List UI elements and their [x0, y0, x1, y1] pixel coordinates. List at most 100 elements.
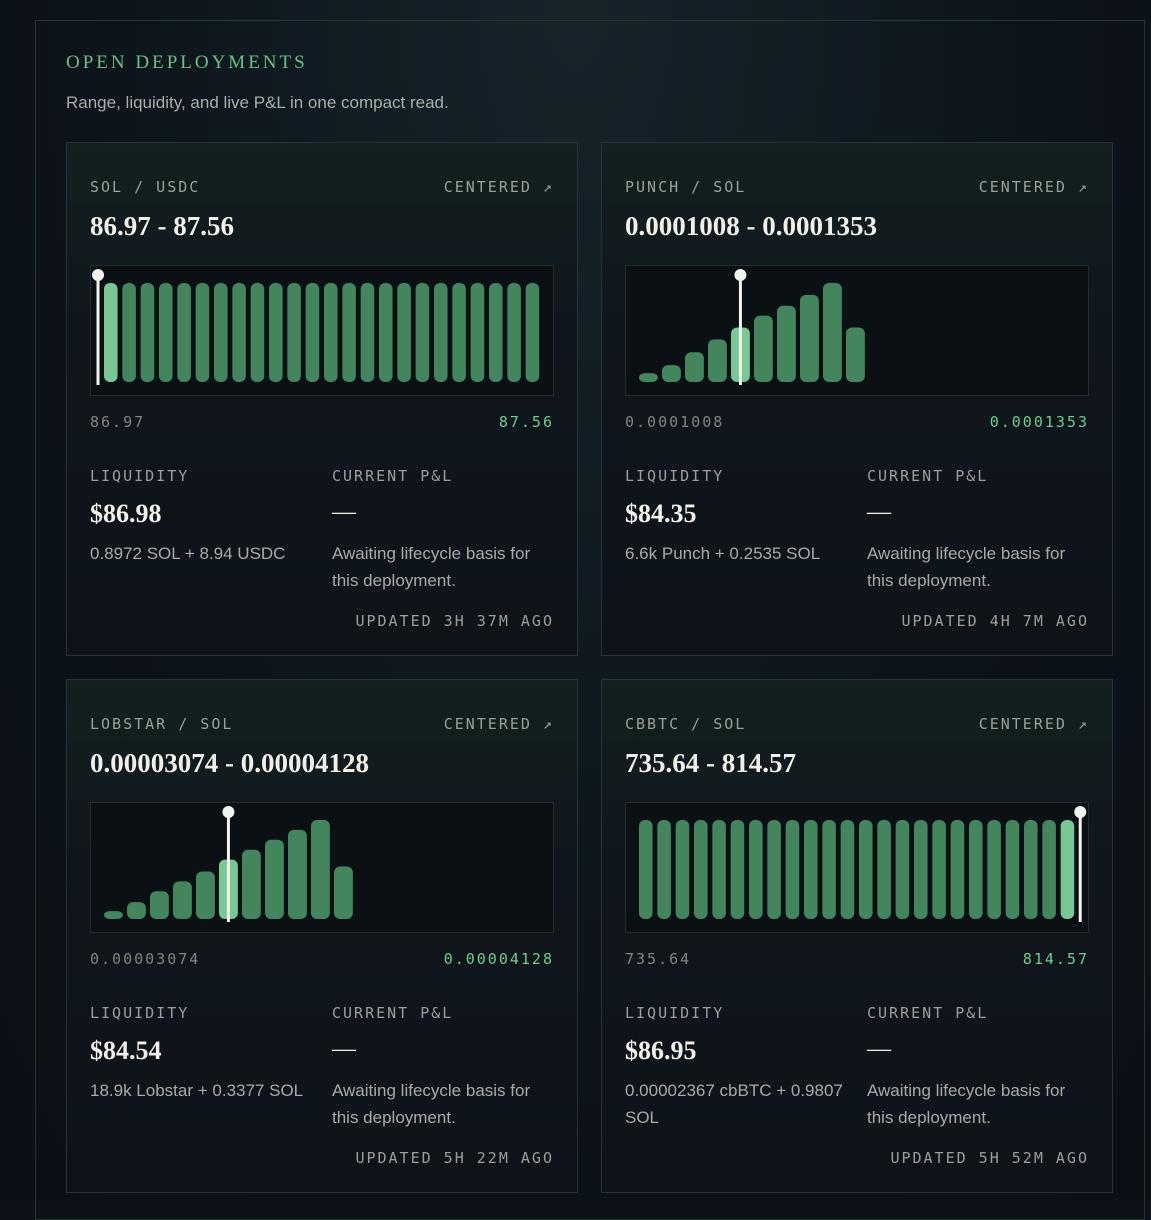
liquidity-bar: [104, 283, 118, 382]
deployment-card: PUNCH / SOL CENTERED ↗ 0.0001008 - 0.00013…: [601, 142, 1113, 656]
status: CENTERED ↗: [978, 715, 1089, 733]
range-min: 0.0001008: [625, 413, 725, 431]
liquidity-bar: [1042, 820, 1056, 919]
liquidity-bar: [987, 820, 1001, 919]
liquidity-bar: [840, 820, 855, 919]
liquidity-bar: [662, 365, 681, 382]
liquidity-bar: [311, 820, 330, 919]
liquidity-bar: [195, 283, 210, 382]
range-max: 0.00004128: [443, 950, 554, 968]
holdings: 6.6k Punch + 0.2535 SOL: [625, 544, 821, 563]
liquidity-bar: [470, 283, 485, 382]
pair: LOBSTAR / SOL: [90, 715, 234, 733]
deployment-card: LOBSTAR / SOL CENTERED ↗ 0.00003074 - 0.00…: [66, 679, 578, 1193]
liquidity-bar: [932, 820, 946, 919]
status: CENTERED ↗: [443, 178, 554, 196]
liquidity-bar: [708, 339, 727, 382]
price-marker-dot: [222, 806, 235, 818]
liquidity-bar: [823, 283, 842, 382]
liquidity-bar: [785, 820, 800, 919]
liquidity-label: LIQUIDITY: [625, 467, 725, 485]
pnl-value: —: [867, 499, 891, 525]
pnl-note: Awaiting lifecycle basis for this deploy…: [867, 1081, 1066, 1127]
range: 0.0001008 - 0.0001353: [625, 211, 877, 241]
range: 86.97 - 87.56: [90, 211, 234, 241]
pnl-note: Awaiting lifecycle basis for this deploy…: [332, 1081, 531, 1127]
pnl-note: Awaiting lifecycle basis for this deploy…: [332, 544, 531, 590]
liquidity-label: LIQUIDITY: [625, 1004, 725, 1022]
liquidity-bar: [1024, 820, 1038, 919]
pair: CBBTC / SOL: [625, 715, 747, 733]
liquidity-bar: [639, 820, 653, 919]
pnl-label: CURRENT P&L: [332, 1004, 454, 1022]
holdings: 0.00002367 cbBTC + 0.9807 SOL: [625, 1081, 843, 1127]
liquidity-bar: [822, 820, 836, 919]
liquidity-bar: [777, 305, 796, 382]
liquidity-bar: [288, 829, 307, 919]
price-marker-dot: [1074, 806, 1087, 818]
range-min: 0.00003074: [90, 950, 201, 968]
holdings: 0.8972 SOL + 8.94 USDC: [90, 544, 286, 563]
liquidity-bar: [846, 327, 865, 382]
liquidity-bar: [397, 283, 411, 382]
section-title: OPEN DEPLOYMENTS: [66, 52, 308, 73]
updated: UPDATED 5H 22M AGO: [355, 1149, 554, 1167]
liquidity-bar: [657, 820, 671, 919]
liquidity-bar: [415, 283, 430, 382]
liquidity-bar: [269, 283, 283, 382]
liquidity-bar: [507, 283, 521, 382]
liquidity-bar: [177, 283, 191, 382]
liquidity-bar: [877, 820, 891, 919]
pair: PUNCH / SOL: [625, 178, 747, 196]
liquidity-bar: [122, 283, 136, 382]
updated: UPDATED 4H 7M AGO: [901, 612, 1089, 630]
pnl-label: CURRENT P&L: [332, 467, 454, 485]
pnl-value: —: [332, 499, 356, 525]
liquidity-bar: [342, 283, 356, 382]
liquidity-bar: [214, 283, 228, 382]
liquidity-value: $86.95: [625, 1036, 697, 1065]
range: 735.64 - 814.57: [625, 748, 796, 778]
liquidity-bar: [250, 283, 265, 382]
liquidity-bar: [1060, 820, 1075, 919]
price-marker-dot: [92, 269, 104, 281]
liquidity-bar: [489, 283, 503, 382]
liquidity-bar: [334, 866, 353, 919]
liquidity-bar: [525, 283, 540, 382]
updated: UPDATED 5H 52M AGO: [890, 1149, 1089, 1167]
section-subtitle: Range, liquidity, and live P&L in one co…: [66, 93, 449, 112]
liquidity-chart: [625, 802, 1089, 933]
range-max: 814.57: [1022, 950, 1089, 968]
deployment-card: CBBTC / SOL CENTERED ↗ 735.64 - 814.57 735.…: [601, 679, 1113, 1193]
liquidity-bar: [287, 283, 301, 382]
liquidity-bar: [452, 283, 466, 382]
liquidity-bar: [800, 294, 819, 382]
liquidity-bar: [859, 820, 873, 919]
liquidity-value: $84.35: [625, 499, 697, 528]
liquidity-bar: [159, 283, 173, 382]
liquidity-bar: [639, 373, 658, 382]
liquidity-chart: [90, 802, 554, 933]
pnl-label: CURRENT P&L: [867, 1004, 989, 1022]
liquidity-bar: [712, 820, 726, 919]
liquidity-bar: [675, 820, 690, 919]
liquidity-bar: [434, 283, 448, 382]
liquidity-bar: [685, 352, 704, 382]
status: CENTERED ↗: [978, 178, 1089, 196]
pair: SOL / USDC: [90, 178, 201, 196]
updated: UPDATED 3H 37M AGO: [355, 612, 554, 630]
liquidity-bar: [950, 820, 965, 919]
liquidity-bar: [730, 820, 745, 919]
status: CENTERED ↗: [443, 715, 554, 733]
liquidity-bar: [173, 881, 192, 919]
liquidity-bar: [324, 283, 338, 382]
liquidity-bar: [360, 283, 375, 382]
liquidity-bar: [1005, 820, 1020, 919]
liquidity-chart: [625, 265, 1089, 396]
liquidity-value: $86.98: [90, 499, 162, 528]
liquidity-value: $84.54: [90, 1036, 162, 1065]
liquidity-bar: [265, 839, 284, 919]
liquidity-label: LIQUIDITY: [90, 1004, 190, 1022]
liquidity-bar: [127, 902, 146, 919]
liquidity-bar: [694, 820, 708, 919]
